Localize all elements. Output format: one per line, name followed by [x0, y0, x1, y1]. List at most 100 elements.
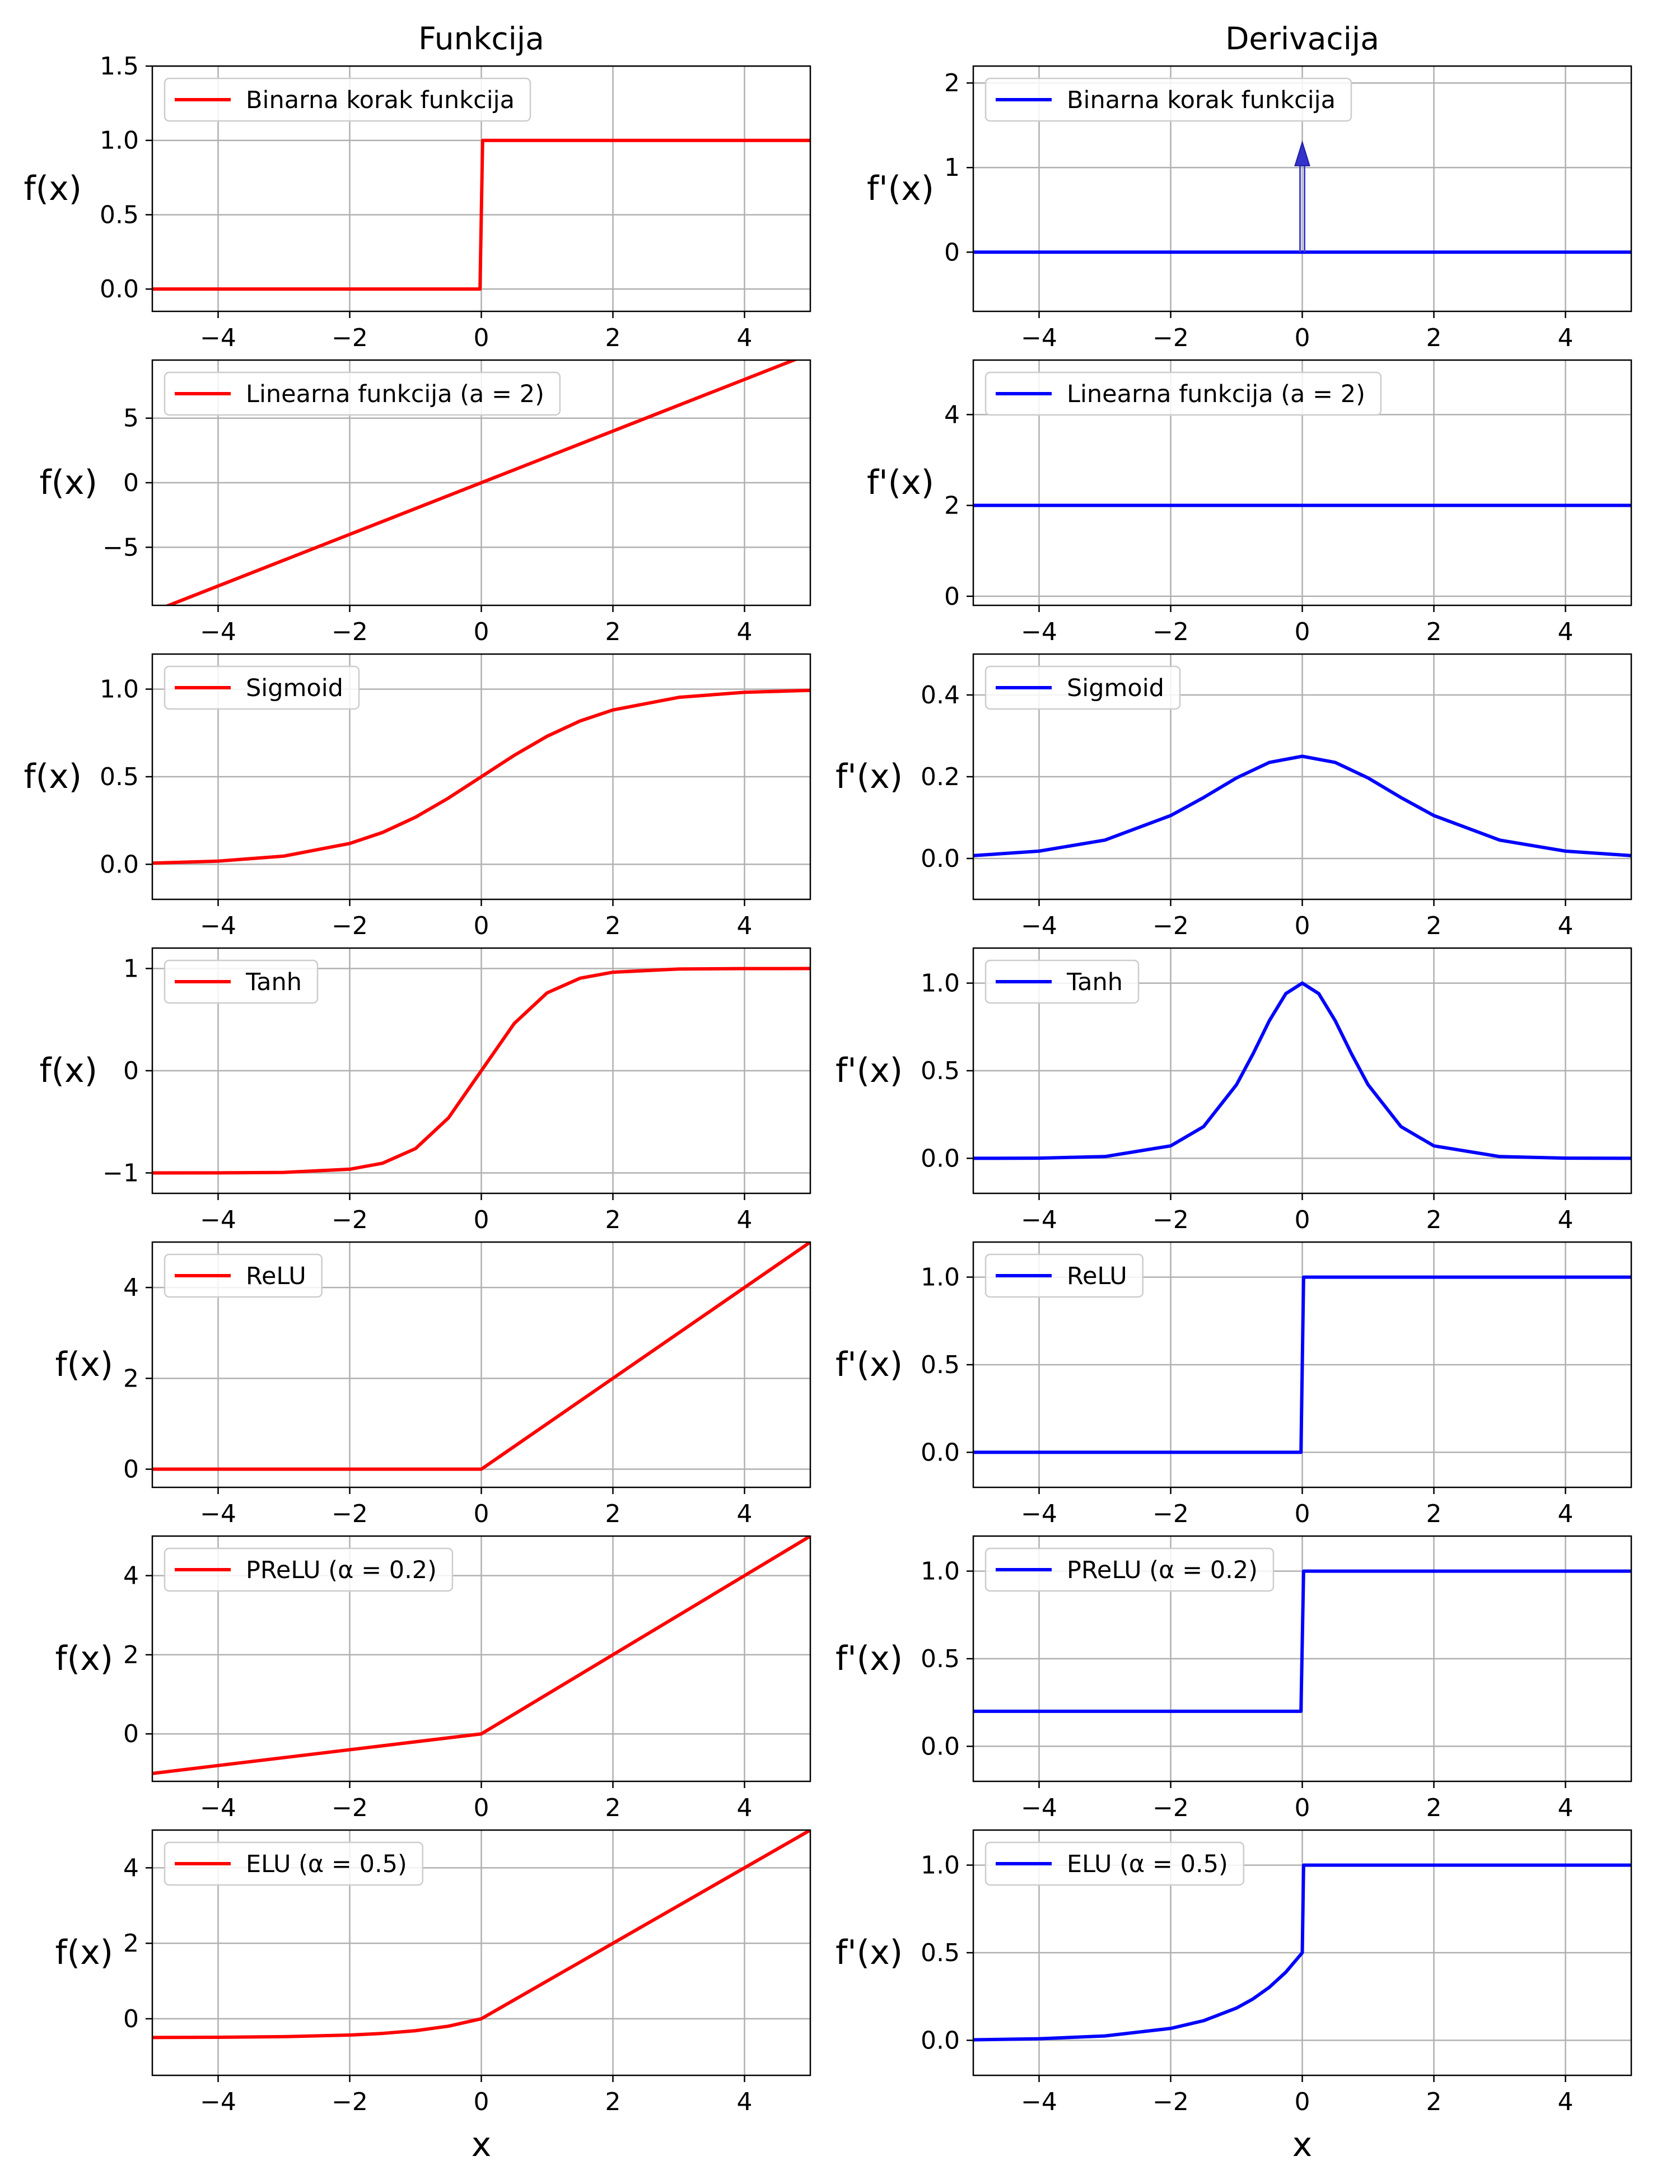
y-tick-label: 0.5	[921, 1351, 960, 1379]
panel-function-7: −4 −2 0 2 4 0 2 4 f(x) ELU (α = 0.5)	[55, 1829, 811, 2116]
y-tick-label: 4	[123, 1854, 139, 1882]
legend-label: Binarna korak funkcija	[246, 86, 515, 114]
legend: Binarna korak funkcija	[164, 77, 531, 122]
x-tick-label: 0	[1295, 2088, 1310, 2116]
y-tick-label: 2	[123, 1364, 139, 1393]
x-tick-label: 2	[1426, 1500, 1442, 1528]
x-tick-label: −4	[200, 912, 236, 940]
y-axis-label: f'(x)	[867, 463, 934, 502]
legend: ELU (α = 0.5)	[984, 1841, 1245, 1886]
legend-box	[164, 371, 561, 416]
x-axis-label-derivative: x	[1292, 2125, 1313, 2164]
x-tick-label: 2	[605, 912, 621, 940]
y-axis-label: f'(x)	[836, 1051, 903, 1090]
x-tick-label: 2	[1426, 1794, 1442, 1822]
panel-derivative-7: −4 −2 0 2 4 0.0 0.5 1.0 f'(x) ELU (α = 0.5)	[836, 1829, 1632, 2116]
x-tick-label: −2	[332, 912, 368, 940]
legend: Tanh	[984, 959, 1140, 1004]
legend-label: Tanh	[1066, 968, 1123, 996]
y-tick-label: 0.5	[921, 1939, 960, 1967]
x-tick-label: −4	[1021, 2088, 1057, 2116]
plot-area	[152, 967, 810, 1175]
plot-area	[973, 1569, 1631, 1713]
series-line	[152, 138, 810, 291]
legend-label: ELU (α = 0.5)	[1067, 1850, 1228, 1878]
y-tick-label: 5	[123, 404, 139, 433]
y-tick-label: 0.0	[100, 275, 139, 304]
x-tick-label: −2	[332, 2088, 368, 2116]
y-tick-label: 1.0	[100, 675, 139, 704]
legend-label: Linearna funkcija (a = 2)	[246, 380, 544, 408]
x-tick-label: 0	[474, 618, 489, 646]
legend-box	[164, 1253, 323, 1298]
y-tick-label: 0.0	[921, 1438, 960, 1467]
plot-area	[164, 360, 799, 605]
x-tick-label: −4	[1021, 1794, 1057, 1822]
legend-label: PReLU (α = 0.2)	[246, 1556, 437, 1584]
x-tick-label: 0	[474, 1206, 489, 1234]
legend: Linearna funkcija (a = 2)	[984, 371, 1382, 416]
y-tick-label: 1	[123, 955, 139, 983]
y-tick-label: −1	[102, 1159, 139, 1188]
panel-function-5: −4 −2 0 2 4 0 2 4 f(x) ReLU	[55, 1241, 811, 1528]
x-tick-label: 4	[737, 324, 753, 352]
legend: Sigmoid	[164, 665, 360, 710]
x-tick-label: 4	[737, 912, 753, 940]
plot-area	[973, 754, 1631, 857]
legend-box	[164, 1841, 424, 1886]
x-tick-label: 4	[737, 1206, 753, 1234]
x-tick-label: 0	[1295, 1206, 1310, 1234]
legend-label: Linearna funkcija (a = 2)	[1067, 380, 1365, 408]
y-tick-label: 0.5	[100, 763, 139, 791]
y-axis-label: f'(x)	[836, 757, 903, 796]
plot-area	[973, 1275, 1631, 1454]
x-tick-label: 2	[1426, 618, 1442, 646]
x-tick-label: −4	[200, 1500, 236, 1528]
y-tick-label: 0	[123, 1057, 139, 1085]
panel-derivative-4: −4 −2 0 2 4 0.0 0.5 1.0 f'(x) Tanh	[836, 947, 1632, 1234]
legend-label: Tanh	[245, 968, 302, 996]
series-line	[152, 967, 810, 1175]
legend-box	[984, 665, 1181, 710]
series-line	[973, 1275, 1631, 1454]
y-tick-label: 0.0	[921, 1144, 960, 1173]
legend: ReLU	[164, 1253, 323, 1298]
y-tick-label: 4	[123, 1273, 139, 1302]
x-tick-label: 4	[1558, 618, 1574, 646]
x-tick-label: −2	[1152, 1500, 1189, 1528]
x-tick-label: 0	[474, 2088, 489, 2116]
y-tick-label: 0.4	[921, 681, 960, 710]
y-tick-label: 0	[123, 2005, 139, 2033]
legend: Tanh	[164, 959, 319, 1004]
y-tick-label: 0	[123, 1455, 139, 1484]
y-tick-label: 2	[944, 69, 960, 97]
y-axis-label: f(x)	[55, 1345, 113, 1384]
legend-box	[984, 1841, 1245, 1886]
legend-box	[984, 959, 1140, 1004]
x-tick-label: −4	[1021, 1500, 1057, 1528]
legend: ReLU	[984, 1253, 1144, 1298]
x-tick-label: 4	[737, 1500, 753, 1528]
x-tick-label: −2	[332, 1500, 368, 1528]
y-tick-label: 1.5	[100, 52, 139, 81]
chart-panels: −4 −2 0 2 4 0.0 0.5 1.0 1.5 f(x) Binarna korak fun…	[24, 52, 1632, 2116]
y-axis-label: f'(x)	[836, 1639, 903, 1678]
series-line	[973, 754, 1631, 857]
series-line	[152, 1242, 810, 1471]
legend-label: Sigmoid	[246, 674, 343, 702]
legend-box	[984, 1253, 1144, 1298]
legend-label: ReLU	[1067, 1262, 1127, 1290]
series-line	[973, 1863, 1631, 2042]
x-tick-label: 4	[1558, 1206, 1574, 1234]
y-tick-label: 0	[123, 1720, 139, 1748]
impulse-arrow-head	[1294, 140, 1310, 166]
x-tick-label: −2	[332, 1206, 368, 1234]
legend-label: ReLU	[246, 1262, 306, 1290]
panel-derivative-6: −4 −2 0 2 4 0.0 0.5 1.0 f'(x) PReLU (α = 0.2)	[836, 1535, 1632, 1822]
y-tick-label: 4	[944, 400, 960, 429]
x-tick-label: 2	[1426, 2088, 1442, 2116]
y-axis-label: f'(x)	[836, 1345, 903, 1384]
y-tick-label: 1.0	[921, 1557, 960, 1586]
legend: PReLU (α = 0.2)	[984, 1547, 1275, 1592]
